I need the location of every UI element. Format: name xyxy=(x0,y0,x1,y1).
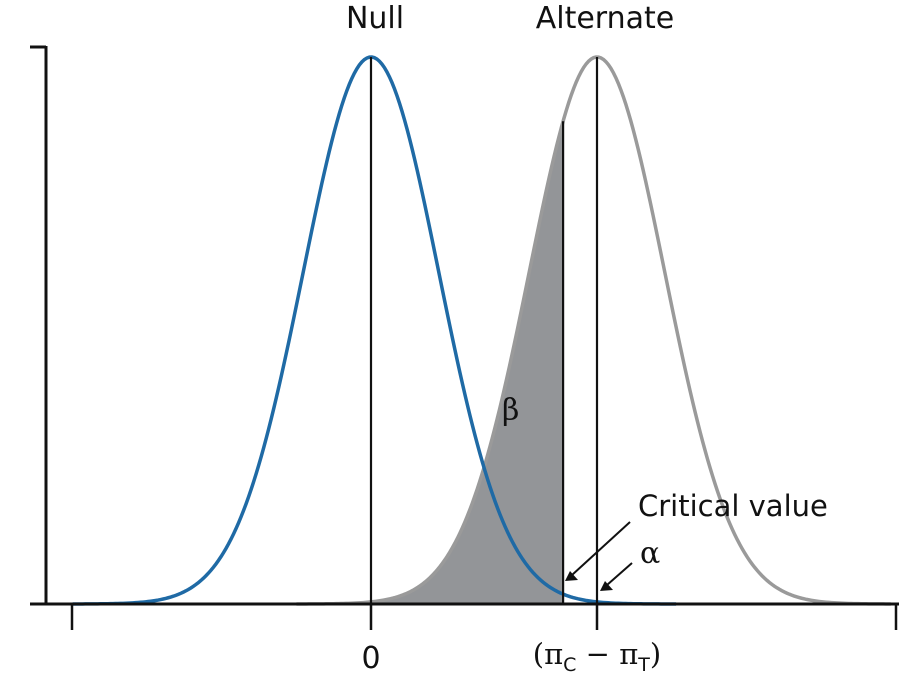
alternate-distribution-curve xyxy=(296,55,891,606)
alternate-series-label: Alternate xyxy=(536,1,675,36)
critical-value-arrow xyxy=(565,521,631,581)
beta-shaded-region xyxy=(296,121,564,605)
alpha-arrow xyxy=(600,562,633,591)
null-series-label: Null xyxy=(346,1,404,36)
x-tick-label-pi-diff: (πC − πT) xyxy=(533,637,661,673)
null-distribution-curve xyxy=(72,55,677,606)
critical-value-annotation: Critical value xyxy=(638,489,828,523)
beta-annotation: β xyxy=(502,393,519,428)
alpha-annotation: α xyxy=(640,536,660,571)
x-tick-label-0: 0 xyxy=(361,641,380,673)
